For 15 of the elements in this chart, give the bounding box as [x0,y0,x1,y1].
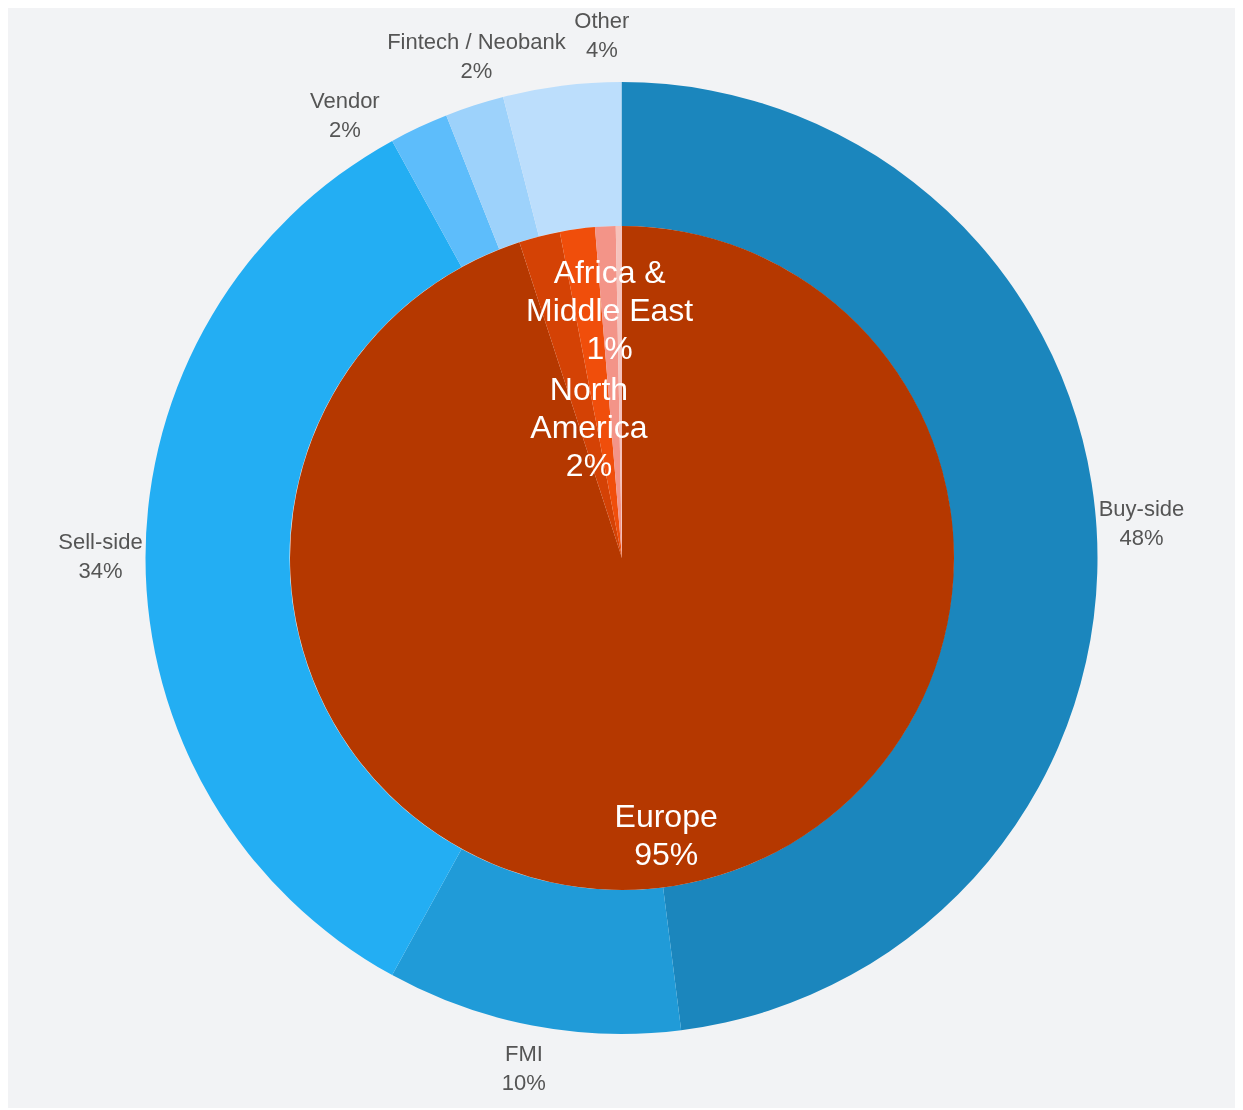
slice-label: Fintech / Neobank [387,28,567,54]
data-label: 34% [78,558,123,584]
slice-label: Vendor [309,87,380,113]
slice-label: Sell-side [58,529,143,555]
slice-label: Buy-side [1098,496,1185,522]
slice-label: Other [574,8,630,34]
data-label: 2% [565,447,612,484]
data-label: 2% [328,116,361,142]
data-label: 2% [460,57,493,83]
data-label: 48% [1119,525,1164,551]
slice-label: FMI [504,1040,543,1066]
data-label: 4% [585,37,618,63]
data-label: 95% [633,835,698,872]
slice-label: Europe [614,797,718,834]
data-label: 10% [501,1069,546,1095]
